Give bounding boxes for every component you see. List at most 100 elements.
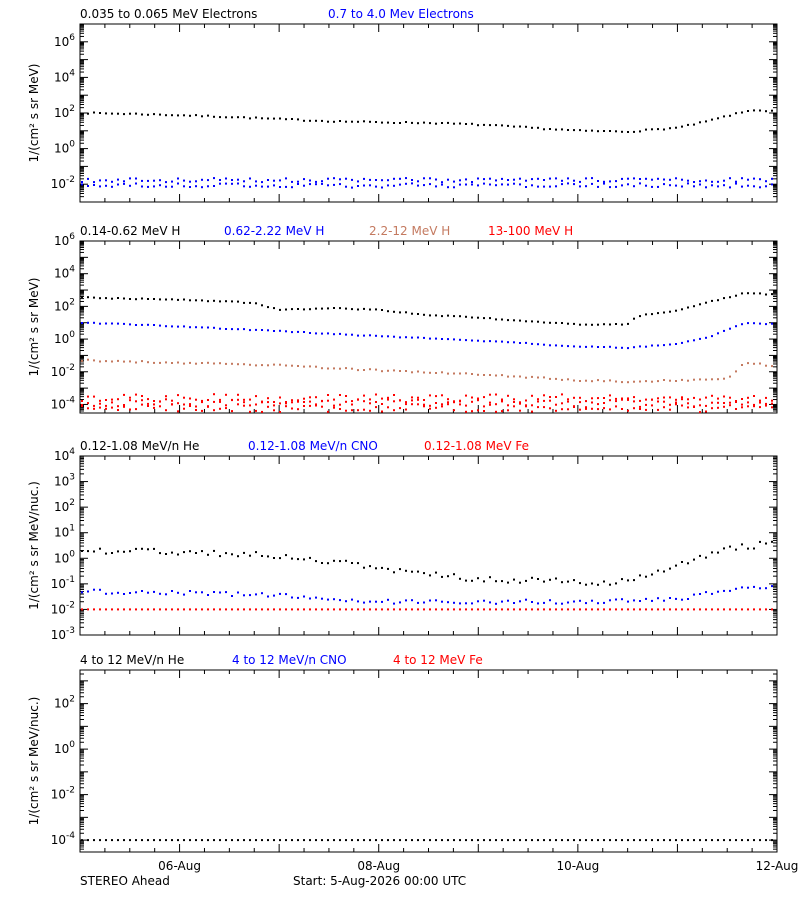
data-point	[387, 121, 389, 124]
data-point	[441, 839, 443, 842]
y-tick-base: 10	[51, 365, 66, 379]
plot-frame	[79, 455, 778, 636]
data-point	[231, 399, 233, 402]
data-point	[303, 405, 305, 407]
data-point	[681, 598, 683, 601]
data-point	[729, 404, 731, 407]
data-point	[411, 396, 413, 399]
data-point	[687, 608, 689, 611]
data-point	[189, 608, 191, 611]
data-point	[105, 592, 107, 595]
data-point	[429, 404, 431, 407]
data-point	[723, 608, 725, 611]
data-point	[729, 608, 731, 611]
data-point	[111, 297, 113, 300]
data-point	[573, 183, 575, 186]
data-point	[495, 410, 497, 413]
data-point	[405, 177, 407, 180]
data-point	[261, 410, 263, 413]
data-point	[675, 184, 677, 187]
data-point	[189, 397, 191, 400]
data-point	[237, 398, 239, 401]
data-point	[639, 574, 641, 577]
data-point	[441, 122, 443, 124]
data-point	[147, 361, 149, 364]
data-point	[759, 178, 761, 181]
data-point	[93, 588, 95, 591]
data-point	[393, 177, 395, 180]
data-point	[105, 184, 107, 187]
data-point	[741, 403, 743, 406]
data-point	[525, 186, 527, 188]
data-point	[765, 185, 767, 188]
data-point	[219, 327, 221, 330]
data-point	[171, 839, 173, 842]
data-point	[525, 179, 527, 182]
y-tick-exponent: 6	[69, 232, 75, 242]
data-point	[621, 177, 623, 180]
data-point	[657, 128, 659, 131]
data-point	[309, 183, 311, 186]
data-point	[609, 839, 611, 842]
plot-frame	[79, 23, 778, 203]
data-point	[297, 180, 299, 183]
data-point	[687, 306, 689, 309]
data-point	[123, 322, 125, 325]
data-point	[345, 307, 347, 310]
y-tick-exponent: -2	[66, 363, 75, 373]
data-point	[441, 183, 443, 186]
data-point	[507, 183, 509, 186]
data-point	[315, 365, 317, 368]
data-point	[771, 183, 773, 186]
data-point	[99, 839, 101, 842]
data-point	[339, 178, 341, 181]
data-point	[507, 319, 509, 322]
data-point	[195, 409, 197, 411]
data-point	[771, 406, 773, 409]
data-point	[471, 122, 473, 125]
data-point	[255, 551, 257, 554]
data-point	[765, 323, 767, 326]
data-point	[261, 329, 263, 331]
data-point	[651, 398, 653, 401]
data-point	[723, 179, 725, 182]
data-point	[177, 394, 179, 397]
data-point	[657, 569, 659, 572]
data-point	[519, 183, 521, 186]
data-point	[267, 555, 269, 558]
data-point	[543, 406, 545, 409]
data-point	[111, 592, 113, 595]
data-point	[753, 608, 755, 611]
data-point	[351, 178, 353, 181]
data-point	[585, 129, 587, 132]
y-tick-base: 10	[51, 602, 66, 616]
y-tick-base: 10	[51, 788, 66, 802]
data-point	[393, 184, 395, 187]
data-point	[189, 405, 191, 407]
data-point	[513, 578, 515, 581]
data-point	[645, 839, 647, 842]
data-point	[429, 314, 431, 317]
data-point	[93, 395, 95, 398]
data-point	[735, 325, 737, 328]
data-point	[237, 300, 239, 303]
y-tick-exponent: -2	[66, 600, 75, 610]
data-point	[681, 398, 683, 401]
data-point	[375, 121, 377, 123]
data-point	[219, 116, 221, 119]
data-point	[435, 185, 437, 188]
data-point	[177, 553, 179, 556]
data-point	[591, 129, 593, 132]
data-point	[621, 184, 623, 187]
data-point	[585, 583, 587, 586]
data-point	[321, 608, 323, 611]
data-point	[537, 398, 539, 401]
data-point	[711, 394, 713, 397]
data-point	[405, 401, 407, 404]
data-point	[603, 180, 605, 183]
data-point	[465, 123, 467, 125]
data-point	[339, 307, 341, 310]
data-point	[441, 575, 443, 578]
data-point	[417, 839, 419, 842]
data-point	[285, 401, 287, 403]
